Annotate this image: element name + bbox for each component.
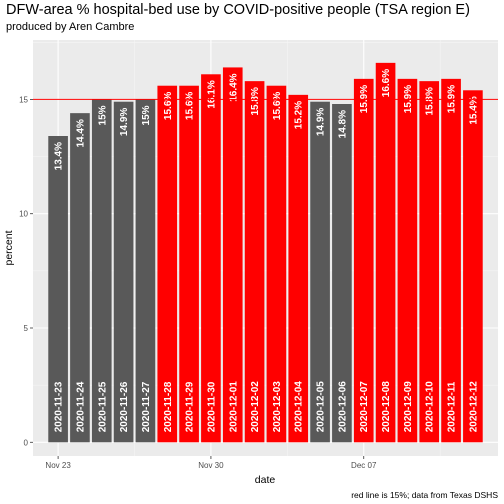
bar-date-label: 2020-12-07 xyxy=(359,381,370,433)
bar-value-label: 15.6% xyxy=(185,92,196,120)
bar xyxy=(179,85,199,443)
bar xyxy=(441,78,461,443)
bar-value-label: 15.2% xyxy=(294,101,305,129)
bar-date-label: 2020-12-09 xyxy=(403,381,414,433)
bar xyxy=(113,101,134,443)
bar xyxy=(375,62,396,443)
bar-value-label: 15.6% xyxy=(163,92,174,120)
bar-date-label: 2020-11-23 xyxy=(54,381,65,432)
bar-date-label: 2020-11-25 xyxy=(97,381,108,432)
bar xyxy=(288,94,309,443)
chart-title: DFW-area % hospital-bed use by COVID-pos… xyxy=(6,2,470,18)
x-tick-label: Nov 23 xyxy=(45,461,71,470)
y-axis-title: percent xyxy=(3,230,15,265)
bar-date-label: 2020-12-10 xyxy=(425,381,436,433)
bar-value-label: 16.1% xyxy=(206,80,217,108)
bar-value-label: 14.9% xyxy=(119,108,130,136)
bar-date-label: 2020-11-28 xyxy=(163,381,174,432)
bar xyxy=(201,74,221,443)
bar-value-label: 13.4% xyxy=(54,142,65,170)
bar-date-label: 2020-12-04 xyxy=(294,381,305,433)
bar-date-label: 2020-12-11 xyxy=(447,381,458,432)
bar-value-label: 15.8% xyxy=(250,87,261,115)
bar-date-label: 2020-12-12 xyxy=(468,381,479,433)
bar-date-label: 2020-11-29 xyxy=(185,381,196,432)
bar xyxy=(157,85,178,443)
chart-caption: red line is 15%; data from Texas DSHS xyxy=(351,490,498,500)
bar-value-label: 14.4% xyxy=(75,119,86,147)
bar-value-label: 16.4% xyxy=(228,73,239,101)
x-axis-title: date xyxy=(255,474,276,486)
bar-value-label: 16.6% xyxy=(381,69,392,97)
bar-date-label: 2020-12-01 xyxy=(228,381,239,433)
bar-value-label: 15.8% xyxy=(425,87,436,115)
x-tick-label: Nov 30 xyxy=(198,461,224,470)
bar-date-label: 2020-11-30 xyxy=(206,381,217,432)
bar-date-label: 2020-11-27 xyxy=(141,381,152,432)
bar xyxy=(463,90,483,443)
bar-date-label: 2020-12-06 xyxy=(337,381,348,433)
bar-date-label: 2020-12-02 xyxy=(250,381,261,433)
bar xyxy=(135,99,156,443)
bar xyxy=(91,99,112,443)
y-tick-label: 15 xyxy=(19,95,28,104)
bar xyxy=(353,78,374,443)
bar-value-label: 15.6% xyxy=(272,92,283,120)
chart-subtitle: produced by Aren Cambre xyxy=(6,21,135,33)
bar-date-label: 2020-11-24 xyxy=(75,381,86,432)
bar xyxy=(222,67,243,443)
bar xyxy=(397,78,418,443)
bar-date-label: 2020-11-26 xyxy=(119,381,130,432)
bar xyxy=(310,101,330,443)
y-tick-label: 5 xyxy=(24,324,29,333)
bar-value-label: 14.8% xyxy=(337,110,348,138)
bar-value-label: 15% xyxy=(141,105,152,125)
bar xyxy=(244,81,265,443)
bar-value-label: 14.9% xyxy=(316,108,327,136)
bar xyxy=(70,113,90,443)
bar-date-label: 2020-12-03 xyxy=(272,381,283,433)
bar-date-label: 2020-12-05 xyxy=(316,381,327,433)
plot-area: 13.4% 2020-11-23 14.4% 2020-11-24 15% 2020-11… xyxy=(19,40,498,470)
y-tick-label: 10 xyxy=(19,210,28,219)
bar xyxy=(266,85,287,443)
bar-date-label: 2020-12-08 xyxy=(381,381,392,433)
y-tick-label: 0 xyxy=(24,438,29,447)
bar-value-label: 15% xyxy=(97,105,108,125)
bar-value-label: 15.4% xyxy=(468,96,479,124)
x-tick-label: Dec 07 xyxy=(351,461,377,470)
bar xyxy=(332,104,352,443)
bar xyxy=(419,81,440,443)
bar xyxy=(48,136,68,443)
